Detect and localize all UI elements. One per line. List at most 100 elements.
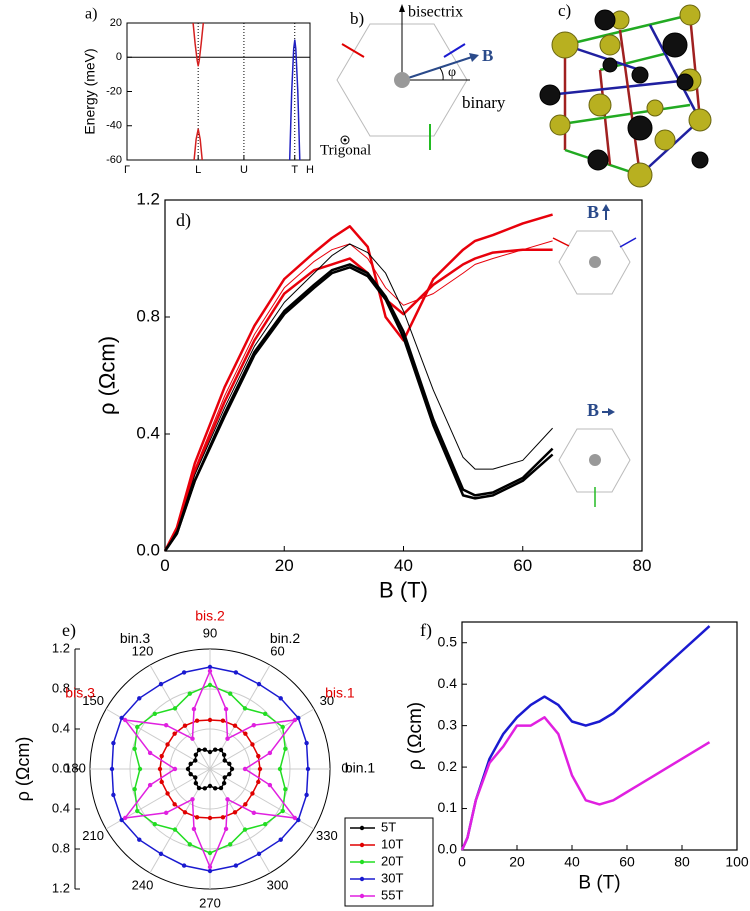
marker — [207, 664, 213, 670]
marker — [193, 775, 198, 780]
marker — [233, 863, 239, 868]
pocket — [443, 43, 466, 58]
legend-label: 10T — [381, 836, 403, 851]
marker — [220, 718, 226, 723]
angle-label: φ — [448, 65, 456, 80]
x-tick-label: U — [240, 164, 248, 176]
marker — [220, 815, 226, 820]
marker — [227, 761, 232, 767]
marker — [304, 740, 309, 746]
marker — [207, 850, 213, 856]
data-line — [193, 128, 203, 161]
r-tick-label: 0.8 — [52, 840, 70, 855]
marker — [157, 766, 163, 772]
marker — [277, 766, 283, 772]
marker — [227, 771, 232, 777]
marker — [172, 827, 178, 832]
marker — [207, 864, 213, 870]
marker — [257, 766, 263, 772]
marker — [137, 766, 143, 772]
marker — [283, 746, 288, 752]
theta-tick-label: 90 — [203, 625, 217, 640]
field-label: B — [587, 400, 599, 420]
y-tick-label: 0.0 — [438, 841, 458, 857]
marker — [292, 815, 298, 821]
marker — [227, 842, 233, 847]
marker — [187, 842, 193, 847]
theta-tick-label: 330 — [316, 828, 338, 843]
panel-label: d) — [176, 210, 191, 231]
marker — [256, 851, 262, 857]
y-tick-label: 0.1 — [438, 799, 458, 815]
marker — [202, 786, 208, 791]
marker — [262, 821, 268, 827]
marker — [232, 810, 238, 815]
panel-label: a) — [85, 6, 97, 23]
marker — [188, 761, 193, 767]
x-tick-label: 20 — [509, 853, 525, 869]
theta-tick-label: 0 — [341, 760, 348, 775]
marker — [280, 724, 285, 730]
panel-label: b) — [350, 9, 364, 28]
theta-tick-label: 30 — [320, 693, 334, 708]
field-arrow — [401, 56, 473, 81]
data-line — [460, 625, 711, 851]
grid-spoke — [149, 664, 211, 770]
marker — [223, 706, 229, 712]
marker — [196, 747, 202, 753]
legend-label: 5T — [381, 819, 396, 834]
marker — [212, 747, 218, 752]
axis-label: binary — [462, 93, 506, 112]
marker — [267, 782, 273, 788]
marker — [191, 826, 197, 832]
marker — [232, 723, 238, 728]
y-tick-label: -60 — [106, 154, 122, 166]
marker — [243, 802, 248, 807]
marker — [296, 715, 301, 721]
marker — [212, 786, 218, 791]
y-tick-label: 0.5 — [438, 633, 458, 649]
x-tick-label: 80 — [674, 853, 690, 869]
r-tick-label: 0.4 — [52, 800, 70, 815]
inset: B B — [552, 202, 637, 507]
marker — [122, 815, 128, 821]
marker — [132, 746, 137, 752]
y-axis-label: Energy (meV) — [81, 48, 97, 134]
hexagon — [336, 23, 468, 137]
marker — [172, 802, 177, 807]
pocket — [341, 43, 365, 58]
legend-marker — [359, 859, 365, 865]
x-tick-label: H — [306, 164, 314, 176]
marker — [122, 717, 128, 723]
x-tick-label: 20 — [275, 556, 294, 575]
r-tick-label: 1.2 — [52, 640, 70, 655]
legend-marker — [359, 876, 365, 882]
panel-label: f) — [420, 620, 432, 641]
marker — [135, 808, 140, 814]
y-tick-label: 0.0 — [136, 540, 160, 559]
theta-annotation: bin.2 — [270, 630, 301, 646]
data-line — [163, 213, 553, 552]
panel-label: e) — [62, 620, 76, 641]
marker — [185, 766, 191, 772]
marker — [256, 753, 261, 759]
y-tick-label: -20 — [106, 85, 122, 97]
legend-label: 20T — [381, 853, 403, 868]
marker — [111, 792, 116, 798]
theta-annotation: bis.1 — [325, 685, 355, 701]
marker — [207, 717, 213, 723]
marker — [218, 785, 224, 791]
y-tick-label: 0.8 — [136, 306, 160, 325]
x-axis-label: B (T) — [379, 578, 428, 603]
x-tick-label: 60 — [513, 556, 532, 575]
x-tick-label: 80 — [633, 556, 652, 575]
marker — [111, 740, 116, 746]
theta-tick-label: 270 — [199, 895, 221, 910]
y-tick-label: 0.4 — [438, 675, 458, 691]
theta-tick-label: 150 — [82, 693, 104, 708]
marker — [225, 797, 230, 802]
marker — [304, 792, 309, 798]
y-tick-label: 0.4 — [136, 423, 160, 442]
y-tick-label: 0.3 — [438, 716, 458, 732]
y-tick-label: 0 — [116, 51, 122, 63]
